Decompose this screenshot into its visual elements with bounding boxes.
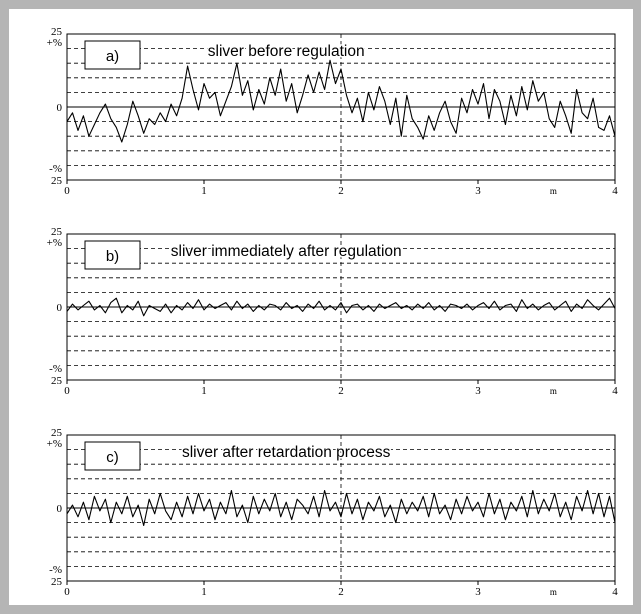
y-label-minus: -%: [49, 564, 62, 576]
data-series-line: [66, 489, 616, 527]
y-label-top: 25: [51, 26, 63, 38]
y-label-bottom: 25: [51, 175, 63, 187]
y-label-bottom: 25: [51, 576, 63, 588]
x-tick-label: 1: [201, 385, 207, 397]
x-tick-label: 3: [475, 385, 481, 397]
y-label-plus: +%: [47, 37, 62, 49]
x-tick-label: 2: [338, 385, 344, 397]
x-tick-label: 4: [612, 586, 618, 598]
y-label-zero: 0: [57, 503, 63, 515]
x-tick-label: 0: [64, 185, 70, 197]
x-tick-label: 4: [612, 185, 618, 197]
x-tick-label: 3: [475, 185, 481, 197]
panel-title: sliver before regulation: [208, 43, 365, 60]
x-tick-label: 2: [338, 586, 344, 598]
x-tick-label: 3: [475, 586, 481, 598]
x-tick-label: 1: [201, 185, 207, 197]
y-label-minus: -%: [49, 163, 62, 175]
y-label-zero: 0: [57, 302, 63, 314]
x-tick-label: 2: [338, 185, 344, 197]
y-label-minus: -%: [49, 363, 62, 375]
y-label-top: 25: [51, 427, 63, 439]
x-tick-label: 1: [201, 586, 207, 598]
y-label-plus: +%: [47, 438, 62, 450]
x-unit-label: m: [550, 587, 557, 597]
panel-title: sliver after retardation process: [182, 444, 391, 461]
data-series-line: [66, 59, 616, 143]
panel-title: sliver immediately after regulation: [171, 243, 402, 260]
data-series-line: [66, 297, 616, 317]
x-tick-label: 0: [64, 586, 70, 598]
panel-tag-label: a): [106, 48, 119, 65]
figure-panel: 0 1 2 3 4 m 25 +% 0 -% 25 a) sliver before regulatio…: [9, 9, 633, 605]
panel-tag-box: [84, 240, 141, 270]
y-label-top: 25: [51, 226, 63, 238]
x-unit-label: m: [550, 186, 557, 196]
panel-tag-box: [84, 441, 141, 471]
x-tick-label: 4: [612, 385, 618, 397]
panel-tag-label: b): [106, 248, 119, 265]
panel-tag-box: [84, 40, 141, 70]
x-tick-label: 0: [64, 385, 70, 397]
y-label-plus: +%: [47, 237, 62, 249]
x-unit-label: m: [550, 386, 557, 396]
panel-tag-label: c): [106, 449, 119, 466]
y-label-bottom: 25: [51, 375, 63, 387]
y-label-zero: 0: [57, 102, 63, 114]
